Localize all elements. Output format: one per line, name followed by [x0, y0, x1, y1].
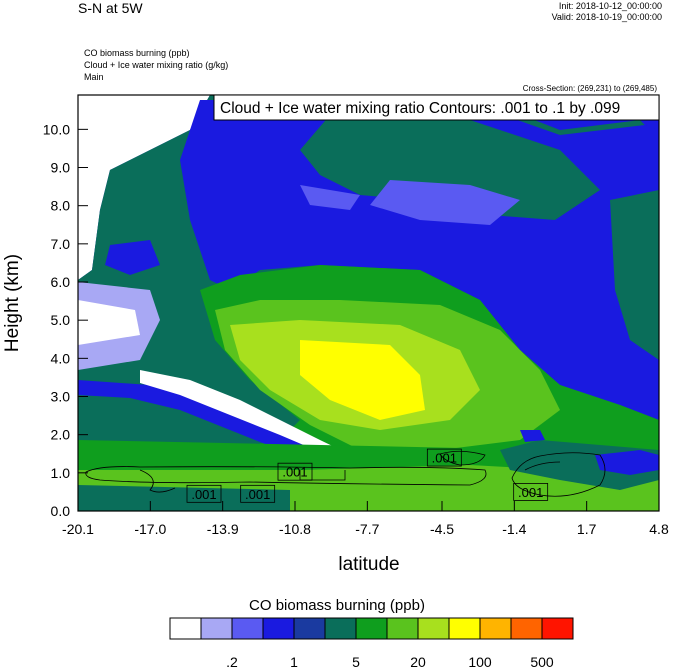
chart-title: S-N at 5W — [78, 0, 143, 16]
y-axis-label: Height (km) — [2, 254, 23, 352]
y-tick-label: 7.0 — [51, 236, 71, 252]
colorbar-swatch — [293, 617, 326, 640]
y-tick-label: 10.0 — [43, 121, 70, 137]
x-axis-label: latitude — [338, 554, 399, 575]
contour-label-box — [240, 484, 276, 503]
contour-label-box — [513, 483, 549, 501]
subtitle-cloud-field: Cloud + Ice water mixing ratio (g/kg) — [84, 60, 229, 70]
colorbar-swatch — [479, 617, 512, 640]
valid-time-label: Valid: 2018-10-19_00:00:00 — [551, 12, 662, 22]
x-tick-label: -20.1 — [62, 521, 94, 537]
x-tick-label: -1.4 — [502, 521, 526, 537]
x-tick-label: -10.8 — [279, 521, 311, 537]
y-tick-label: 8.0 — [51, 198, 71, 214]
colorbar-swatch — [417, 617, 450, 640]
x-tick-label: -7.7 — [355, 521, 379, 537]
colorbar-tick-label: 1 — [290, 654, 298, 668]
colorbar-swatch — [386, 617, 419, 640]
y-tick-label: 1.0 — [51, 465, 71, 481]
contour-label: .001 — [245, 487, 270, 502]
x-tick-label: -4.5 — [430, 521, 454, 537]
y-tick-label: 0.0 — [51, 503, 71, 519]
colorbar-swatch — [169, 617, 202, 640]
colorbar-swatch — [448, 617, 481, 640]
colorbar-tick-label: 100 — [468, 654, 492, 668]
colorbar-swatch — [200, 617, 233, 640]
colorbar-tick-label: 500 — [530, 654, 554, 668]
cross-section-label: Cross-Section: (269,231) to (269,485) — [522, 84, 657, 93]
contour-label: .001 — [191, 487, 216, 502]
subtitle-co-field: CO biomass burning (ppb) — [84, 48, 190, 58]
y-tick-label: 9.0 — [51, 160, 71, 176]
y-tick-label: 5.0 — [51, 312, 71, 328]
colorbar-tick-label: .2 — [226, 654, 238, 668]
x-tick-label: -13.9 — [207, 521, 239, 537]
contour-info-box — [213, 94, 660, 121]
y-tick-label: 2.0 — [51, 427, 71, 443]
contour-labels: .001 .001 .001 .001 .001 — [186, 448, 549, 503]
colorbar-tick-label: 20 — [410, 654, 426, 668]
colorbar-swatch — [355, 617, 388, 640]
x-tick-label: -17.0 — [134, 521, 166, 537]
x-axis: -20.1 -17.0 -13.9 -10.8 -7.7 -4.5 -1.4 1.7 4.8 — [62, 501, 669, 537]
contour-label: .001 — [282, 465, 307, 480]
contour-label-box — [186, 484, 222, 503]
colorbar-swatch — [262, 617, 295, 640]
colorbar: .2 1 5 20 100 500 — [169, 617, 574, 668]
x-tick-label: 4.8 — [649, 521, 669, 537]
contour-label: .001 — [432, 451, 457, 466]
colorbar-swatch — [541, 617, 574, 640]
colorbar-swatch — [231, 617, 264, 640]
y-tick-label: 4.0 — [51, 350, 71, 366]
contour-label: .001 — [518, 485, 543, 500]
colorbar-swatch — [324, 617, 357, 640]
y-axis: 0.0 1.0 2.0 3.0 4.0 5.0 6.0 7.0 8.0 9.0 10.0 — [43, 121, 88, 519]
y-tick-label: 3.0 — [51, 389, 71, 405]
contour-label-box — [277, 462, 313, 481]
colorbar-swatch — [510, 617, 543, 640]
co-filled-contours — [78, 95, 659, 511]
init-time-label: Init: 2018-10-12_00:00:00 — [558, 1, 662, 11]
colorbar-title: CO biomass burning (ppb) — [249, 597, 425, 614]
colorbar-tick-label: 5 — [352, 654, 360, 668]
y-tick-label: 6.0 — [51, 274, 71, 290]
contour-info-label: Cloud + Ice water mixing ratio Contours:… — [220, 100, 620, 117]
contour-label-box — [426, 448, 462, 467]
x-tick-label: 1.7 — [577, 521, 597, 537]
subtitle-domain: Main — [84, 72, 104, 82]
